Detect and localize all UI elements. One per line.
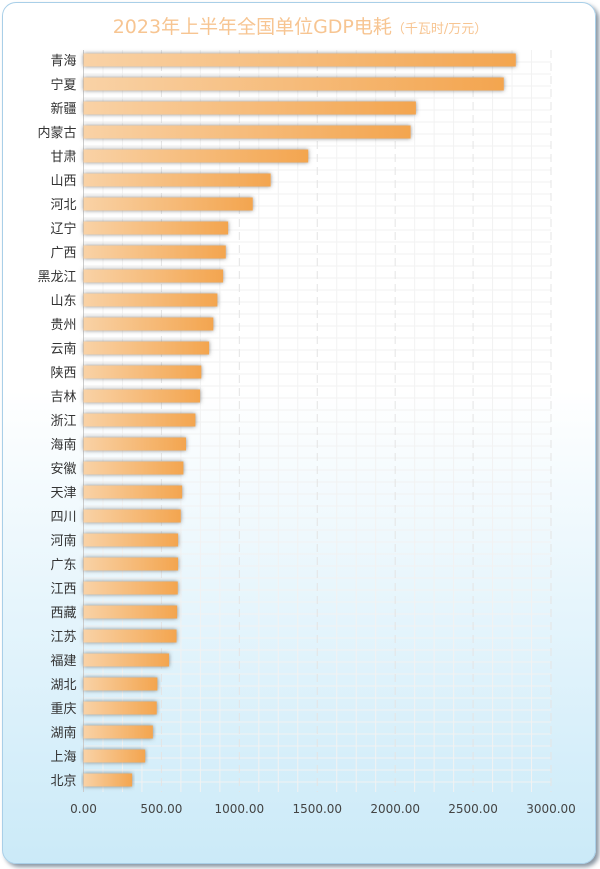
bar <box>83 125 411 139</box>
bar <box>83 149 309 163</box>
bar <box>83 53 516 67</box>
category-label: 青海 <box>50 54 76 69</box>
bar <box>83 461 184 475</box>
category-label: 湖南 <box>50 725 76 741</box>
category-label: 陕西 <box>50 366 76 381</box>
category-label: 浙江 <box>50 414 76 429</box>
category-label: 北京 <box>50 774 76 789</box>
title-unit: （千瓦时/万元） <box>391 22 488 37</box>
x-tick-label: 0.00 <box>70 802 97 816</box>
category-label: 天津 <box>50 486 76 501</box>
category-label: 河南 <box>50 533 76 549</box>
bar <box>83 269 224 283</box>
category-label: 上海 <box>50 750 76 765</box>
bar <box>83 437 187 451</box>
x-tick-label: 500.00 <box>140 802 182 816</box>
x-tick-label: 1000.00 <box>215 802 265 816</box>
bar <box>83 557 179 571</box>
bar <box>83 485 183 499</box>
title-text: 2023年上半年全国单位GDP电耗 <box>112 16 392 38</box>
category-label: 吉林 <box>50 390 76 405</box>
category-label: 海南 <box>50 437 76 453</box>
category-label: 新疆 <box>50 101 76 117</box>
bar <box>83 293 218 307</box>
bar <box>83 197 253 211</box>
x-tick-label: 2500.00 <box>448 802 498 816</box>
bar <box>83 653 170 667</box>
bar <box>83 317 214 331</box>
category-label: 云南 <box>50 341 76 357</box>
bar <box>83 749 146 763</box>
category-label: 宁夏 <box>50 77 76 93</box>
category-label: 江西 <box>50 582 76 597</box>
bar <box>83 413 196 427</box>
bar <box>83 581 178 595</box>
bar <box>83 341 210 355</box>
bar <box>83 533 179 547</box>
bar <box>83 509 181 523</box>
x-tick-label: 3000.00 <box>526 802 576 816</box>
x-tick-label: 2000.00 <box>370 802 420 816</box>
category-label: 山西 <box>50 174 76 189</box>
category-label: 西藏 <box>50 606 76 621</box>
chart-title: 2023年上半年全国单位GDP电耗（千瓦时/万元） <box>0 12 600 39</box>
bar <box>83 389 201 403</box>
category-label: 山东 <box>50 294 76 309</box>
bar <box>83 221 229 235</box>
bar <box>83 365 202 379</box>
category-label: 河北 <box>50 198 76 213</box>
bar <box>83 245 226 259</box>
bar <box>83 77 504 91</box>
bar <box>83 677 158 691</box>
category-label: 广西 <box>50 246 76 261</box>
category-label: 福建 <box>50 654 76 669</box>
category-label: 贵州 <box>50 318 76 333</box>
bar <box>83 629 177 643</box>
bar <box>83 173 271 187</box>
category-label: 湖北 <box>50 678 76 693</box>
category-label: 重庆 <box>50 701 76 717</box>
bar <box>83 725 153 739</box>
category-label: 甘肃 <box>50 150 76 165</box>
category-label: 江苏 <box>50 629 76 645</box>
category-label: 安徽 <box>50 462 76 477</box>
bar <box>83 773 133 787</box>
category-label: 辽宁 <box>50 221 76 237</box>
category-label: 四川 <box>50 510 76 525</box>
bar <box>83 605 178 619</box>
category-label: 黑龙江 <box>37 270 76 285</box>
x-tick-label: 1500.00 <box>292 802 342 816</box>
bar <box>83 701 157 715</box>
category-label: 广东 <box>50 558 76 573</box>
bar <box>83 101 416 115</box>
category-label: 内蒙古 <box>37 125 76 141</box>
